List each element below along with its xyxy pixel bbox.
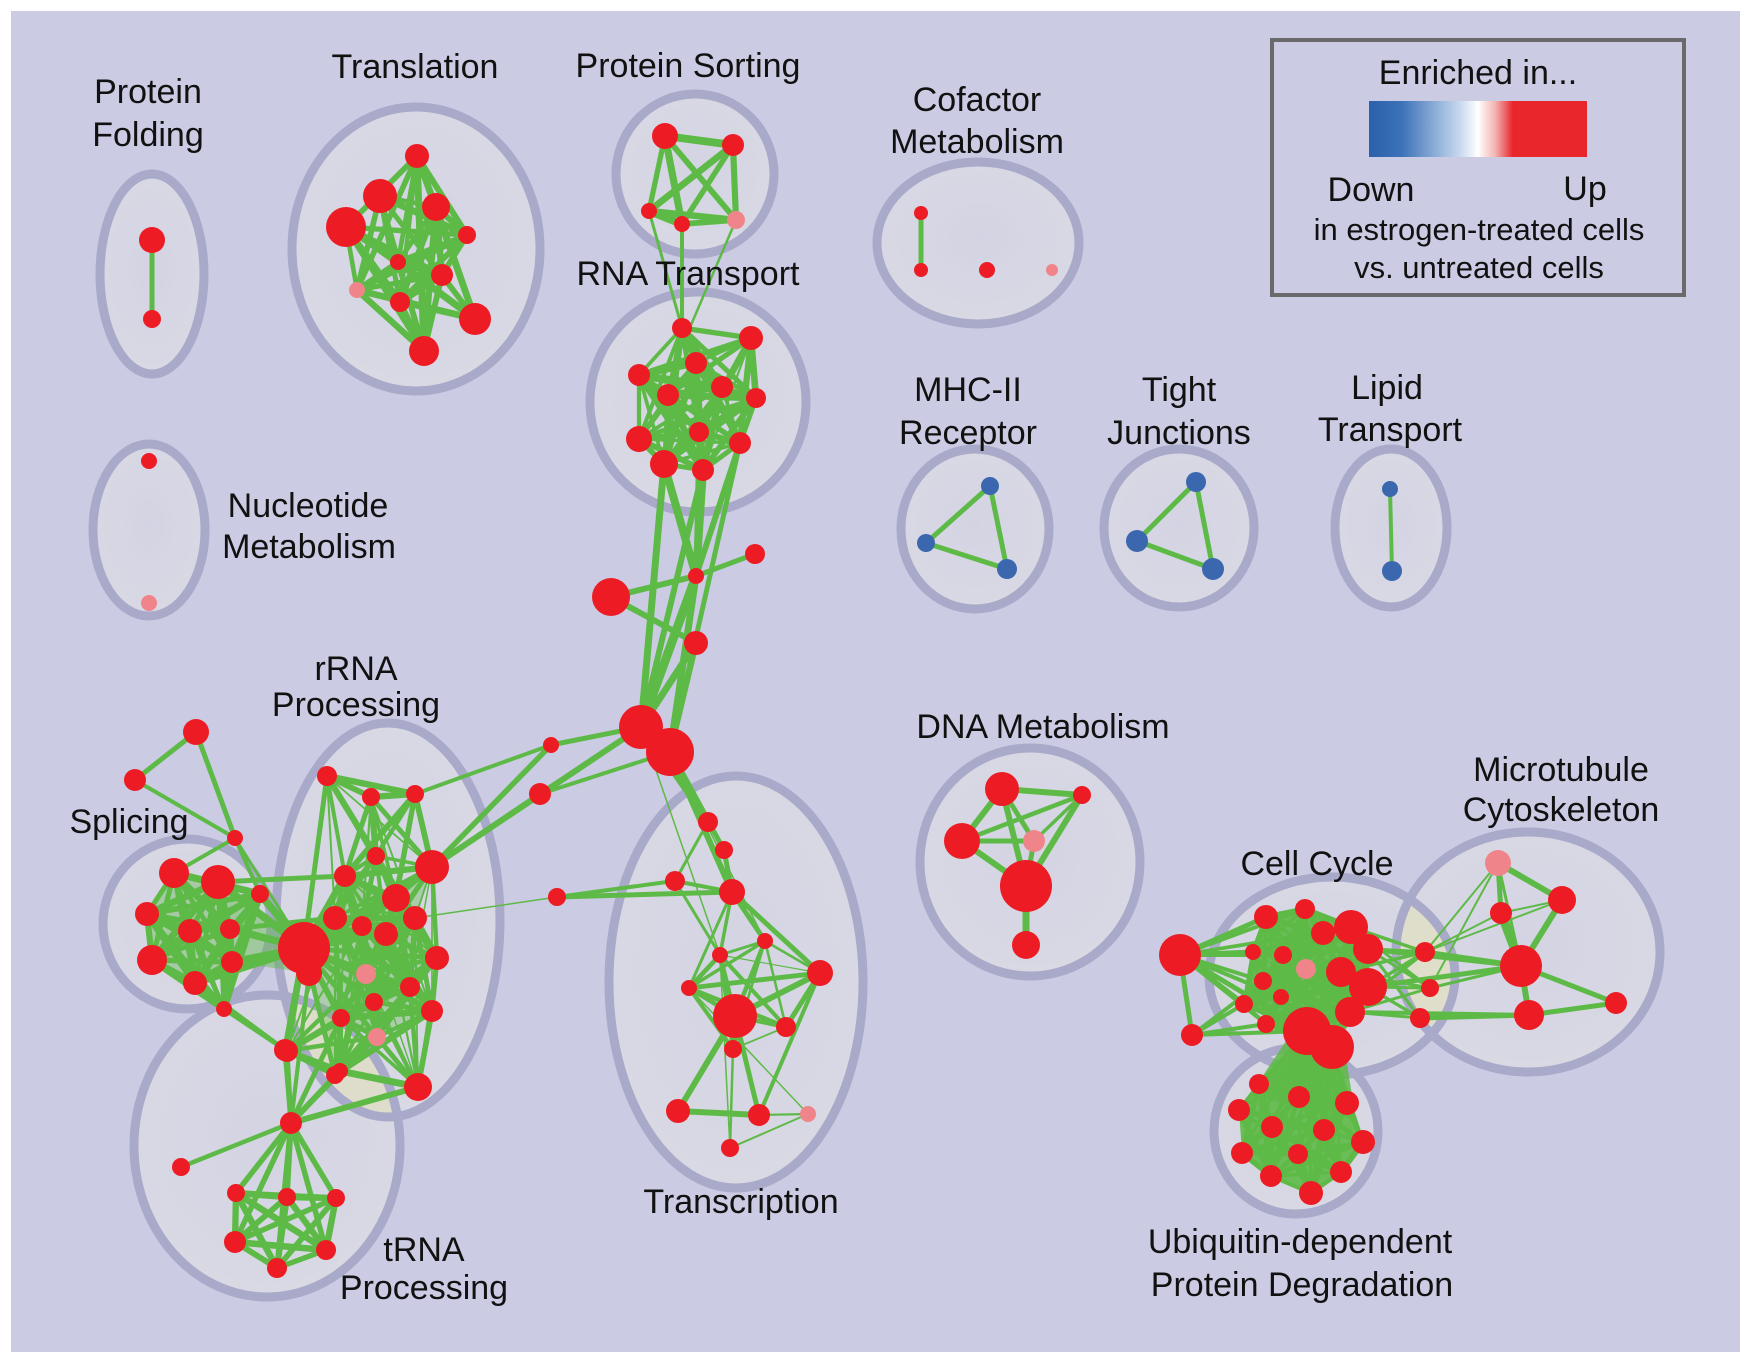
svg-text:in estrogen-treated cells: in estrogen-treated cells <box>1314 212 1645 247</box>
svg-text:Tight: Tight <box>1142 371 1217 409</box>
svg-text:Cytoskeleton: Cytoskeleton <box>1463 791 1660 829</box>
svg-text:Metabolism: Metabolism <box>890 123 1064 161</box>
svg-text:Ubiquitin-dependent: Ubiquitin-dependent <box>1148 1223 1453 1261</box>
svg-text:Lipid: Lipid <box>1351 369 1423 407</box>
svg-text:Splicing: Splicing <box>69 803 188 841</box>
svg-text:Microtubule: Microtubule <box>1473 751 1649 789</box>
svg-text:Protein: Protein <box>94 73 202 111</box>
svg-text:vs. untreated cells: vs. untreated cells <box>1354 250 1604 285</box>
svg-text:Translation: Translation <box>332 48 499 86</box>
svg-text:Transport: Transport <box>1318 411 1463 449</box>
svg-text:DNA Metabolism: DNA Metabolism <box>916 708 1169 746</box>
svg-text:tRNA: tRNA <box>383 1231 465 1269</box>
svg-text:Protein Degradation: Protein Degradation <box>1151 1266 1453 1304</box>
svg-text:Transcription: Transcription <box>643 1183 838 1221</box>
svg-text:Metabolism: Metabolism <box>222 528 396 566</box>
svg-text:Protein Sorting: Protein Sorting <box>576 47 801 85</box>
svg-text:Junctions: Junctions <box>1107 414 1251 452</box>
svg-text:Processing: Processing <box>272 686 440 724</box>
svg-text:MHC-II: MHC-II <box>914 371 1022 409</box>
svg-text:Up: Up <box>1563 170 1606 208</box>
svg-text:Receptor: Receptor <box>899 414 1037 452</box>
svg-text:Folding: Folding <box>92 116 204 154</box>
svg-text:Nucleotide: Nucleotide <box>228 487 389 525</box>
svg-text:Down: Down <box>1328 171 1415 209</box>
svg-text:rRNA: rRNA <box>314 650 397 688</box>
svg-text:RNA Transport: RNA Transport <box>577 255 801 293</box>
svg-text:Cell Cycle: Cell Cycle <box>1240 845 1393 883</box>
svg-text:Cofactor: Cofactor <box>913 81 1042 119</box>
svg-text:Enriched in...: Enriched in... <box>1379 54 1577 92</box>
svg-text:Processing: Processing <box>340 1269 508 1307</box>
